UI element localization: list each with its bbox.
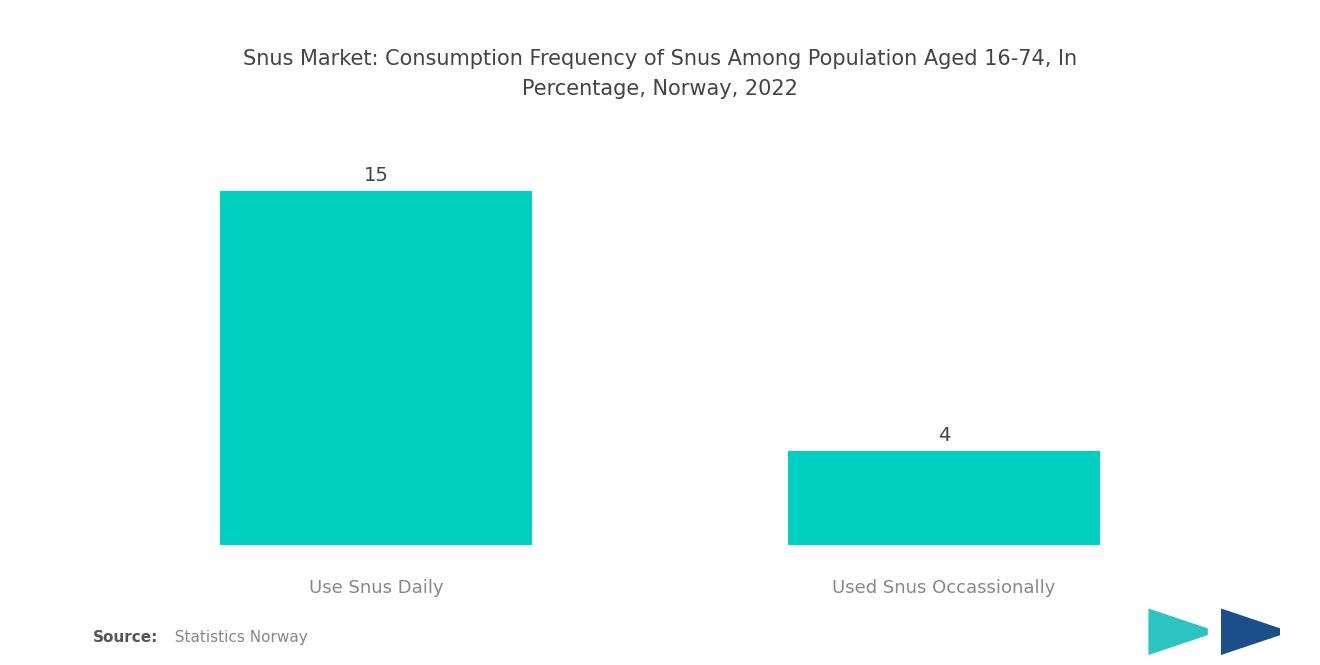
Text: 15: 15: [364, 166, 388, 185]
Bar: [220, 191, 532, 545]
Text: Source:: Source:: [92, 630, 158, 645]
Polygon shape: [1148, 608, 1208, 655]
Polygon shape: [1221, 608, 1280, 655]
Text: 4: 4: [937, 426, 950, 445]
Text: Statistics Norway: Statistics Norway: [165, 630, 308, 645]
Text: Used Snus Occassionally: Used Snus Occassionally: [832, 579, 1056, 597]
Title: Snus Market: Consumption Frequency of Snus Among Population Aged 16-74, In
Perce: Snus Market: Consumption Frequency of Sn…: [243, 49, 1077, 98]
Bar: [788, 451, 1100, 545]
Text: Use Snus Daily: Use Snus Daily: [309, 579, 444, 597]
